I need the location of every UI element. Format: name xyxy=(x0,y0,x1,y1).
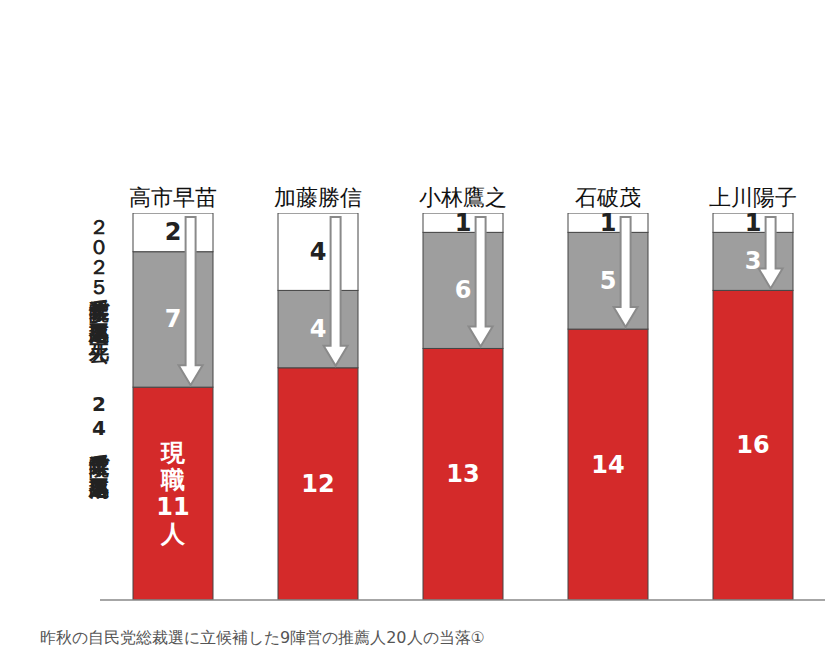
svg-text:高市早苗: 高市早苗 xyxy=(129,185,217,210)
svg-text:16: 16 xyxy=(736,431,769,459)
svg-text:13: 13 xyxy=(446,460,479,488)
svg-text:5: 5 xyxy=(600,267,617,295)
html-text:２０２５年参院選で落選・不出馬、死去: ２０２５年参院選で落選・不出馬、死去 xyxy=(87,205,111,328)
svg-text:石破茂: 石破茂 xyxy=(575,185,641,210)
svg-text:4: 4 xyxy=(310,315,327,343)
svg-text:上川陽子: 上川陽子 xyxy=(709,185,797,210)
svg-text:3: 3 xyxy=(745,247,762,275)
html-text:昨秋の自民党総裁選に立候補した9陣営の推薦人20人の当落①: 昨秋の自民党総裁選に立候補した9陣営の推薦人20人の当落① xyxy=(40,628,485,647)
svg-text:現職11人: 現職11人 xyxy=(156,439,189,548)
svg-text:7: 7 xyxy=(165,305,182,333)
svg-text:6: 6 xyxy=(455,276,472,304)
svg-text:1: 1 xyxy=(600,209,617,237)
svg-text:2: 2 xyxy=(165,218,182,246)
svg-text:加藤勝信: 加藤勝信 xyxy=(274,185,362,210)
svg-text:1: 1 xyxy=(455,209,472,237)
html-text:24年衆院選で落選・不出馬: 24年衆院選で落選・不出馬 xyxy=(87,392,111,463)
svg-text:14: 14 xyxy=(591,451,624,479)
svg-text:小林鷹之: 小林鷹之 xyxy=(419,185,507,210)
svg-text:1: 1 xyxy=(745,209,762,237)
svg-text:12: 12 xyxy=(301,470,334,498)
svg-text:4: 4 xyxy=(310,238,327,266)
